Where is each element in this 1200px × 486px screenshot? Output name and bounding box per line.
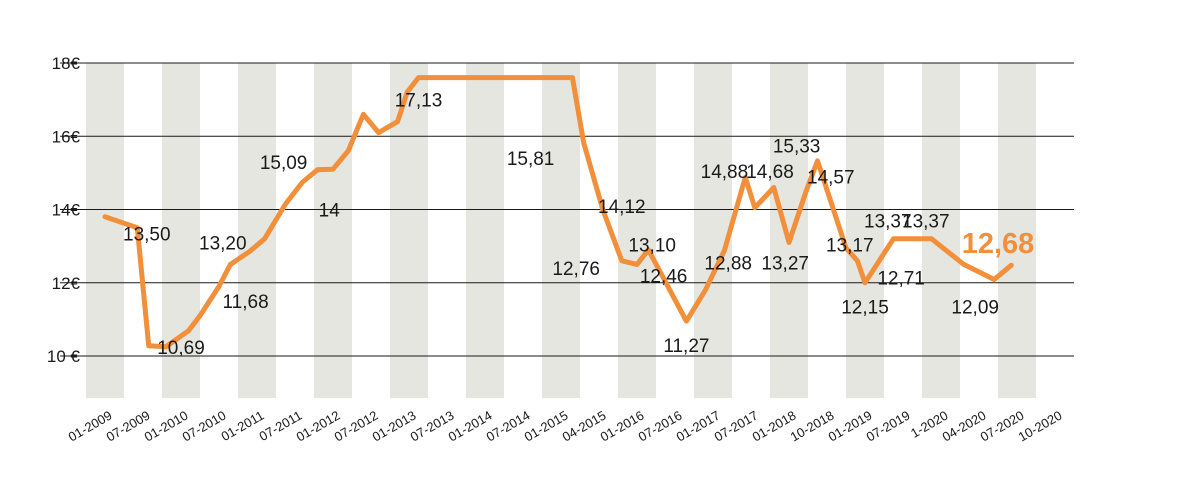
x-axis-ticks: 01-200907-200901-201007-201001-201107-20… xyxy=(66,408,1065,445)
x-tick-label: 07-2010 xyxy=(180,408,229,445)
y-tick-label: 16€ xyxy=(52,127,81,146)
data-label: 14,57 xyxy=(807,168,855,189)
y-axis-ticks: 10 € 12€ 14€ 16€ 18€ xyxy=(47,54,81,366)
latest-value-label: 12,68 xyxy=(962,228,1035,260)
background-band xyxy=(390,63,428,398)
y-tick-label: 12€ xyxy=(52,274,81,293)
data-label: 14 xyxy=(319,201,341,222)
y-tick-label: 18€ xyxy=(52,54,81,73)
data-label: 12,71 xyxy=(877,268,925,289)
data-label: 10,69 xyxy=(157,338,205,359)
x-tick-label: 01-2011 xyxy=(219,408,267,444)
data-label: 14,12 xyxy=(598,197,646,218)
background-band xyxy=(466,63,504,398)
data-label: 14,88 xyxy=(701,162,749,183)
data-label: 12,15 xyxy=(841,298,889,319)
background-band xyxy=(542,63,580,398)
background-bands xyxy=(86,63,1036,398)
background-band xyxy=(846,63,884,398)
series-line xyxy=(102,75,1014,350)
data-label: 15,33 xyxy=(773,136,821,157)
data-label: 11,68 xyxy=(223,292,269,313)
data-label: 13,27 xyxy=(761,254,809,275)
data-label: 11,27 xyxy=(663,336,709,357)
background-band xyxy=(314,63,352,398)
data-label: 15,09 xyxy=(260,153,308,174)
data-label: 13,10 xyxy=(628,235,676,256)
data-label: 13,17 xyxy=(826,235,874,256)
y-tick-label: 10 € xyxy=(47,347,81,366)
gridlines xyxy=(60,62,1074,357)
background-band xyxy=(86,63,124,398)
data-label: 12,09 xyxy=(951,298,999,319)
data-label: 12,76 xyxy=(552,259,600,280)
series-layer xyxy=(102,75,1014,350)
data-label: 13,37 xyxy=(902,211,950,232)
data-label: 13,20 xyxy=(199,233,247,254)
background-band xyxy=(998,63,1036,398)
data-label: 15,81 xyxy=(507,149,555,170)
background-band xyxy=(694,63,732,398)
data-label: 12,46 xyxy=(640,266,688,287)
y-tick-label: 14€ xyxy=(52,201,81,220)
x-tick-label: 10-2020 xyxy=(1016,408,1065,445)
x-tick-label: 07-2019 xyxy=(864,408,913,445)
data-label: 14,68 xyxy=(746,162,794,183)
data-label: 13,37 xyxy=(864,211,912,232)
background-band xyxy=(770,63,808,398)
data-label: 17,13 xyxy=(395,91,443,112)
background-band xyxy=(618,63,656,398)
data-label: 13,50 xyxy=(123,224,171,245)
background-band xyxy=(922,63,960,398)
data-label: 12,88 xyxy=(704,254,752,275)
data-labels: 13,50 10,69 11,68 13,20 15,09 14 17,13 15,81 14,… xyxy=(123,91,1034,359)
